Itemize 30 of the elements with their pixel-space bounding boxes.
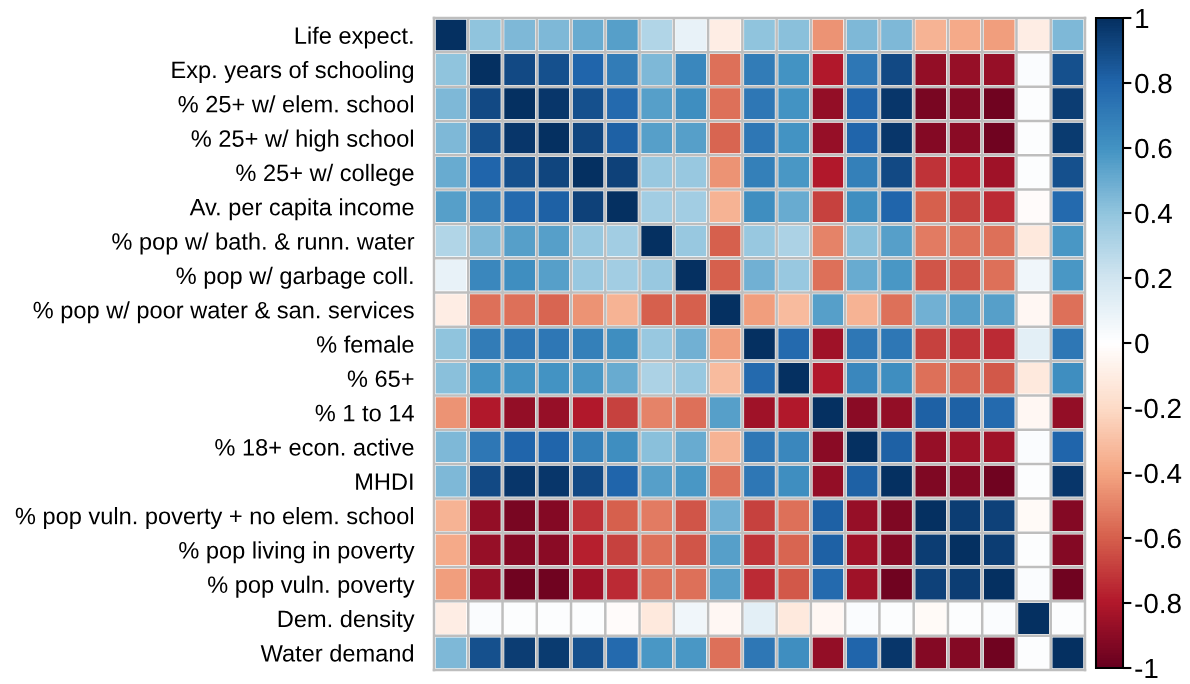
y-tick-label: % 25+ w/ high school <box>191 129 413 152</box>
y-tick-label: MHDI <box>356 473 413 490</box>
y-tick-label: % 25+ w/ college <box>236 163 414 186</box>
color-bar-label: 0.6 <box>1135 138 1172 159</box>
y-tick-label: Av. per capita income <box>189 198 414 221</box>
y-tick-label: % pop w/ bath. & runn. water <box>112 232 415 255</box>
y-tick-label: Dem. density <box>278 609 415 632</box>
y-tick-label: % pop living in poverty <box>179 541 415 564</box>
color-bar-label: 0.8 <box>1135 73 1172 94</box>
color-bar-label: -0.6 <box>1135 528 1181 549</box>
y-tick-label: % pop vuln. poverty <box>208 575 415 598</box>
y-tick-label: % pop w/ garbage coll. <box>176 266 413 289</box>
y-tick-label: % 18+ econ. active <box>215 438 414 456</box>
y-tick-label: % 1 to 14 <box>315 404 414 422</box>
color-bar-label: -0.8 <box>1135 593 1181 614</box>
color-bar-label: 0 <box>1135 333 1149 354</box>
y-tick-label: % pop vuln. poverty + no elem. school <box>15 507 413 530</box>
y-tick-label: % 25+ w/ elem. school <box>178 95 413 113</box>
y-tick-label: % 65+ <box>347 370 414 388</box>
y-tick-label: % female <box>316 335 414 353</box>
color-bar-label: -0.2 <box>1135 398 1181 419</box>
color-bar-label: 1 <box>1136 8 1149 29</box>
color-bar-label: 0.4 <box>1135 203 1172 224</box>
y-tick-label: Exp. years of schooling <box>172 60 414 83</box>
y-tick-label: % pop w/ poor water & san. services <box>33 301 414 324</box>
y-tick-label: Life expect. <box>295 26 413 49</box>
color-bar-label: -0.4 <box>1135 463 1182 484</box>
y-tick-label: Water demand <box>260 644 414 662</box>
color-bar-label: -1 <box>1135 658 1158 679</box>
color-bar-label: 0.2 <box>1135 268 1172 289</box>
